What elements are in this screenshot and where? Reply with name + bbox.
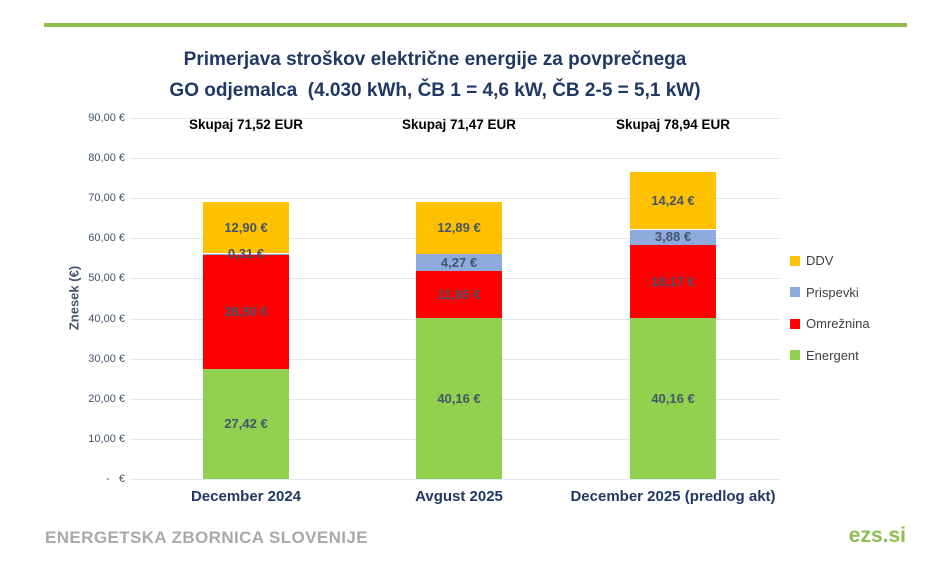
bar-segment-prispevki [630, 229, 716, 246]
bar-value-label: 40,16 € [437, 390, 481, 406]
bar-segment-prispevki [416, 254, 502, 272]
legend-label-energent: Energent [806, 347, 859, 363]
bar-total-label: Skupaj 78,94 EUR [615, 117, 731, 132]
legend-swatch-energent [790, 350, 800, 360]
gridline [130, 118, 780, 119]
legend-label-ddv: DDV [806, 253, 834, 268]
bar-value-label: 18,17 € [651, 273, 695, 289]
bar-segment-prispevki [203, 253, 289, 255]
x-axis-category-label: December 2024 [190, 488, 302, 505]
legend-swatch-omreznina [790, 318, 800, 329]
chart-title-line1: Primerjava stroškov električne energije … [183, 49, 687, 70]
bar-value-label: 27,42 € [224, 416, 268, 431]
bar-segment-omreznina [630, 245, 716, 318]
legend-swatch-ddv [790, 255, 800, 266]
gridline [130, 198, 780, 200]
bar-segment-energent [630, 317, 716, 479]
legend-label-omreznina: Omrežnina [806, 316, 870, 331]
footer-organization: ENERGETSKA ZBORNICA SLOVENIJE [45, 528, 368, 547]
bar-value-label: 0,31 € [227, 246, 265, 262]
y-axis-tick-label: 60,00 € [88, 232, 125, 245]
y-axis-tick-label: - € [106, 473, 125, 485]
y-axis-tick-label: 40,00 € [88, 312, 125, 325]
chart-title-line2: GO odjemalca (4.030 kWh, ČB 1 = 4,6 kW, … [169, 80, 701, 101]
bar-segment-ddv [630, 172, 716, 230]
y-axis-tick-label: 10,00 € [88, 432, 125, 445]
legend-swatch-prispevki [790, 287, 800, 297]
bar-segment-ddv [416, 202, 502, 255]
x-axis-category-label: Avgust 2025 [415, 488, 503, 505]
bar-value-label: 40,16 € [651, 390, 695, 406]
bar-value-label: 14,24 € [651, 192, 695, 208]
bar-total-label: Skupaj 71,52 EUR [188, 117, 304, 132]
y-axis-tick-label: 30,00 € [88, 352, 125, 365]
bar-value-label: 12,89 € [437, 220, 481, 236]
bar-value-label: 28,50 € [224, 303, 268, 319]
y-axis-tick-label: 80,00 € [88, 152, 125, 165]
gridline [130, 479, 780, 480]
bar-segment-omreznina [203, 254, 289, 369]
bar-segment-ddv [203, 201, 289, 254]
bar-value-label: 12,90 € [224, 219, 268, 235]
y-axis-tick-label: 50,00 € [88, 272, 125, 285]
footer-website: ezs.si [848, 524, 906, 547]
bar-total-label: Skupaj 71,47 EUR [401, 117, 517, 132]
legend-item-energent: Energent [790, 348, 859, 363]
x-axis-category-label: December 2025 (predlog akt) [570, 488, 776, 505]
bar-value-label: 4,27 € [440, 254, 478, 270]
bar-segment-energent [203, 369, 289, 479]
legend-item-prispevki: Prispevki [790, 285, 859, 300]
bar-segment-energent [416, 317, 502, 479]
legend-label-prispevki: Prispevki [806, 284, 859, 300]
top-accent-line [44, 23, 907, 27]
chart-title: Primerjava stroškov električne energije … [0, 44, 870, 106]
gridline [130, 158, 780, 160]
y-axis-tick-label: 20,00 € [88, 392, 125, 405]
y-axis-tick-label: 70,00 € [88, 192, 125, 205]
bar-segment-omreznina [416, 271, 502, 318]
legend-item-omreznina: Omrežnina [790, 316, 870, 331]
bar-value-label: 11,65 € [437, 286, 481, 302]
y-axis-tick-label: 90,00 € [88, 112, 125, 124]
legend-item-ddv: DDV [790, 253, 833, 268]
bar-value-label: 3,88 € [654, 229, 692, 245]
